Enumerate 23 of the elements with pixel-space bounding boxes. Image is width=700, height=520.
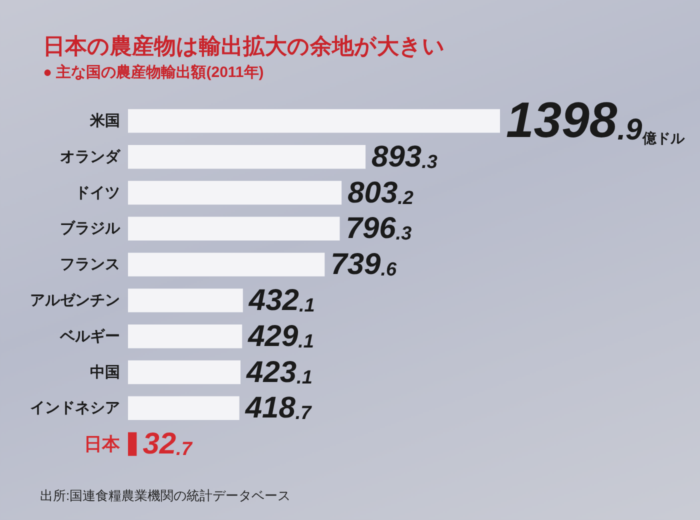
y-tick-label: アルゼンチン [30, 292, 120, 309]
y-tick-label: フランス [60, 256, 120, 274]
data-label: 893.3 [372, 140, 438, 174]
y-tick-label: 米国 [89, 112, 120, 130]
data-label: 429.1 [247, 320, 314, 353]
y-tick-label: インドネシア [30, 400, 120, 417]
data-label: 423.1 [246, 356, 312, 389]
data-label: 739.6 [330, 248, 398, 282]
y-tick-label: ドイツ [75, 184, 120, 202]
chart-title: 日本の農産物は輸出拡大の余地が大きい [43, 34, 445, 58]
chart-subtitle: ● 主な国の農産物輸出額(2011年) [43, 63, 264, 81]
data-label: 1398.9億ドル [506, 92, 686, 148]
data-label: 432.1 [248, 284, 315, 317]
y-tick-label: 日本 [84, 434, 121, 454]
data-label: 796.3 [346, 212, 412, 246]
y-tick-label: 中国 [90, 364, 120, 381]
data-label: 803.2 [348, 176, 414, 210]
data-label: 418.7 [244, 392, 313, 425]
data-label: 32.7 [142, 428, 194, 461]
y-tick-label: ブラジル [60, 220, 121, 238]
text: 出所:国連食糧農業機関の統計データベース [40, 488, 291, 503]
y-tick-label: オランダ [60, 148, 121, 166]
y-tick-label: ベルギー [59, 328, 120, 345]
